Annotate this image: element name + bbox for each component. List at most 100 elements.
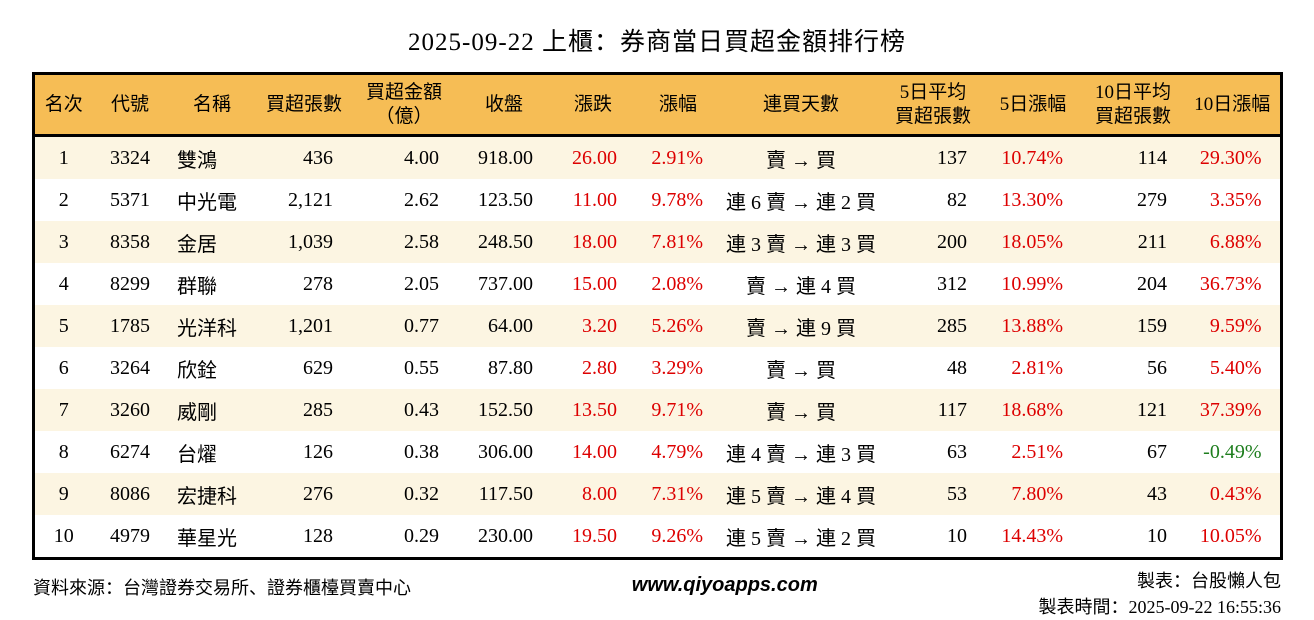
cell-avg5: 200 bbox=[937, 230, 967, 253]
made-by: 製表：台股懶人包 bbox=[1137, 571, 1281, 591]
cell-close: 918.00 bbox=[478, 146, 533, 169]
cell-change: 3.20 bbox=[582, 314, 617, 337]
cell-close: 152.50 bbox=[478, 398, 533, 421]
cell-name: 欣銓 bbox=[177, 359, 217, 382]
cell-change: 2.80 bbox=[582, 356, 617, 379]
cell-streak: 賣 → 買 bbox=[766, 359, 836, 382]
cell-change: 26.00 bbox=[572, 146, 617, 169]
cell-change_pct: 7.31% bbox=[651, 482, 703, 505]
cell-streak: 賣 → 買 bbox=[766, 401, 836, 424]
cell-change_pct: 2.08% bbox=[651, 272, 703, 295]
table-row: 3 8358 金居 1,039 2.58 248.50 18.00 7.81% 連 3 賣 → … bbox=[33, 221, 1281, 263]
cell-avg10: 10 bbox=[1147, 524, 1167, 547]
cell-pct5: 10.99% bbox=[1001, 272, 1063, 295]
cell-code: 3260 bbox=[110, 398, 150, 421]
cell-name: 雙鴻 bbox=[177, 149, 217, 172]
cell-avg10: 121 bbox=[1137, 398, 1167, 421]
table-row: 7 3260 威剛 285 0.43 152.50 13.50 9.71% 賣 → 買 117 18… bbox=[33, 389, 1281, 431]
cell-streak: 賣 → 買 bbox=[766, 149, 836, 172]
cell-change_pct: 9.71% bbox=[651, 398, 703, 421]
cell-avg10: 279 bbox=[1137, 188, 1167, 211]
cell-code: 3324 bbox=[110, 146, 150, 169]
cell-pct10: 5.40% bbox=[1209, 356, 1262, 379]
cell-avg5: 285 bbox=[937, 314, 967, 337]
cell-name: 群聯 bbox=[177, 275, 217, 298]
cell-pct5: 10.74% bbox=[1001, 146, 1063, 169]
cell-pct5: 14.43% bbox=[1001, 524, 1063, 547]
cell-change_pct: 9.78% bbox=[651, 188, 703, 211]
cell-net_buy_lots: 1,201 bbox=[288, 314, 333, 337]
cell-code: 8358 bbox=[110, 230, 150, 253]
credit-block: 製表：台股懶人包 製表時間：2025-09-22 16:55:36 bbox=[1039, 568, 1282, 620]
cell-net_buy_lots: 128 bbox=[303, 524, 333, 547]
cell-avg10: 56 bbox=[1147, 356, 1167, 379]
cell-avg10: 204 bbox=[1137, 272, 1167, 295]
table-header: 名次 代號 名稱 買超張數 買超金額 （億） 收盤 漲跌 漲幅 連買天數 5日平均 買超張數 5日漲… bbox=[33, 73, 1281, 137]
cell-name: 宏捷科 bbox=[177, 485, 237, 508]
cell-close: 87.80 bbox=[488, 356, 533, 379]
cell-change_pct: 4.79% bbox=[651, 440, 703, 463]
broker-net-buy-ranking-table: 名次 代號 名稱 買超張數 買超金額 （億） 收盤 漲跌 漲幅 連買天數 5日平均 買超張數 5日漲… bbox=[31, 72, 1283, 560]
cell-rank: 2 bbox=[58, 188, 69, 211]
col-header-net_buy_amount: 買超金額 （億） bbox=[351, 73, 457, 137]
col-header-avg5: 5日平均 買超張數 bbox=[881, 73, 985, 137]
cell-change_pct: 7.81% bbox=[651, 230, 703, 253]
cell-change: 11.00 bbox=[572, 188, 617, 211]
table-header-row: 名次 代號 名稱 買超張數 買超金額 （億） 收盤 漲跌 漲幅 連買天數 5日平均 買超張數 5日漲… bbox=[33, 73, 1281, 137]
cell-pct10: -0.49% bbox=[1203, 440, 1262, 463]
cell-close: 306.00 bbox=[478, 440, 533, 463]
cell-name: 光洋科 bbox=[177, 317, 237, 340]
cell-code: 8086 bbox=[110, 482, 150, 505]
cell-net_buy_amount: 0.32 bbox=[404, 482, 439, 505]
cell-pct10: 10.05% bbox=[1199, 524, 1262, 547]
cell-avg5: 63 bbox=[947, 440, 967, 463]
cell-avg10: 67 bbox=[1147, 440, 1167, 463]
website-url: www.qiyoapps.com bbox=[631, 574, 818, 596]
cell-pct10: 0.43% bbox=[1209, 482, 1262, 505]
cell-pct10: 3.35% bbox=[1209, 188, 1262, 211]
cell-change: 8.00 bbox=[582, 482, 617, 505]
cell-name: 華星光 bbox=[177, 527, 237, 550]
cell-pct5: 13.88% bbox=[1001, 314, 1063, 337]
cell-pct10: 6.88% bbox=[1209, 230, 1262, 253]
col-header-close: 收盤 bbox=[457, 73, 551, 137]
cell-code: 8299 bbox=[110, 272, 150, 295]
cell-pct10: 9.59% bbox=[1209, 314, 1262, 337]
footer: 資料來源：台灣證券交易所、證券櫃檯買賣中心 www.qiyoapps.com 製… bbox=[33, 568, 1281, 620]
cell-pct5: 2.51% bbox=[1011, 440, 1063, 463]
col-header-pct5: 5日漲幅 bbox=[985, 73, 1081, 137]
cell-rank: 1 bbox=[58, 146, 69, 169]
cell-code: 4979 bbox=[110, 524, 150, 547]
cell-change: 14.00 bbox=[572, 440, 617, 463]
cell-net_buy_lots: 126 bbox=[303, 440, 333, 463]
table-row: 5 1785 光洋科 1,201 0.77 64.00 3.20 5.26% 賣 → 連 9 買… bbox=[33, 305, 1281, 347]
cell-rank: 10 bbox=[53, 524, 74, 547]
cell-net_buy_amount: 2.05 bbox=[404, 272, 439, 295]
cell-change_pct: 2.91% bbox=[651, 146, 703, 169]
cell-net_buy_amount: 2.58 bbox=[404, 230, 439, 253]
cell-avg10: 159 bbox=[1137, 314, 1167, 337]
col-header-code: 代號 bbox=[93, 73, 167, 137]
cell-rank: 7 bbox=[58, 398, 69, 421]
table-row: 6 3264 欣銓 629 0.55 87.80 2.80 3.29% 賣 → 買 48 2.81%… bbox=[33, 347, 1281, 389]
cell-change: 19.50 bbox=[572, 524, 617, 547]
cell-net_buy_amount: 0.43 bbox=[404, 398, 439, 421]
cell-change: 18.00 bbox=[572, 230, 617, 253]
cell-net_buy_amount: 0.55 bbox=[404, 356, 439, 379]
cell-name: 威剛 bbox=[177, 401, 217, 424]
cell-net_buy_lots: 2,121 bbox=[288, 188, 333, 211]
cell-close: 230.00 bbox=[478, 524, 533, 547]
col-header-name: 名稱 bbox=[167, 73, 257, 137]
cell-code: 6274 bbox=[110, 440, 150, 463]
cell-pct5: 7.80% bbox=[1011, 482, 1063, 505]
cell-code: 1785 bbox=[110, 314, 150, 337]
cell-change: 15.00 bbox=[572, 272, 617, 295]
cell-net_buy_lots: 278 bbox=[303, 272, 333, 295]
cell-avg5: 10 bbox=[947, 524, 967, 547]
cell-net_buy_amount: 2.62 bbox=[404, 188, 439, 211]
cell-avg5: 312 bbox=[937, 272, 967, 295]
cell-streak: 連 5 賣 → 連 4 買 bbox=[726, 485, 876, 508]
cell-pct5: 18.05% bbox=[1001, 230, 1063, 253]
cell-streak: 連 5 賣 → 連 2 買 bbox=[726, 527, 876, 550]
table-row: 4 8299 群聯 278 2.05 737.00 15.00 2.08% 賣 → 連 4 買 3… bbox=[33, 263, 1281, 305]
